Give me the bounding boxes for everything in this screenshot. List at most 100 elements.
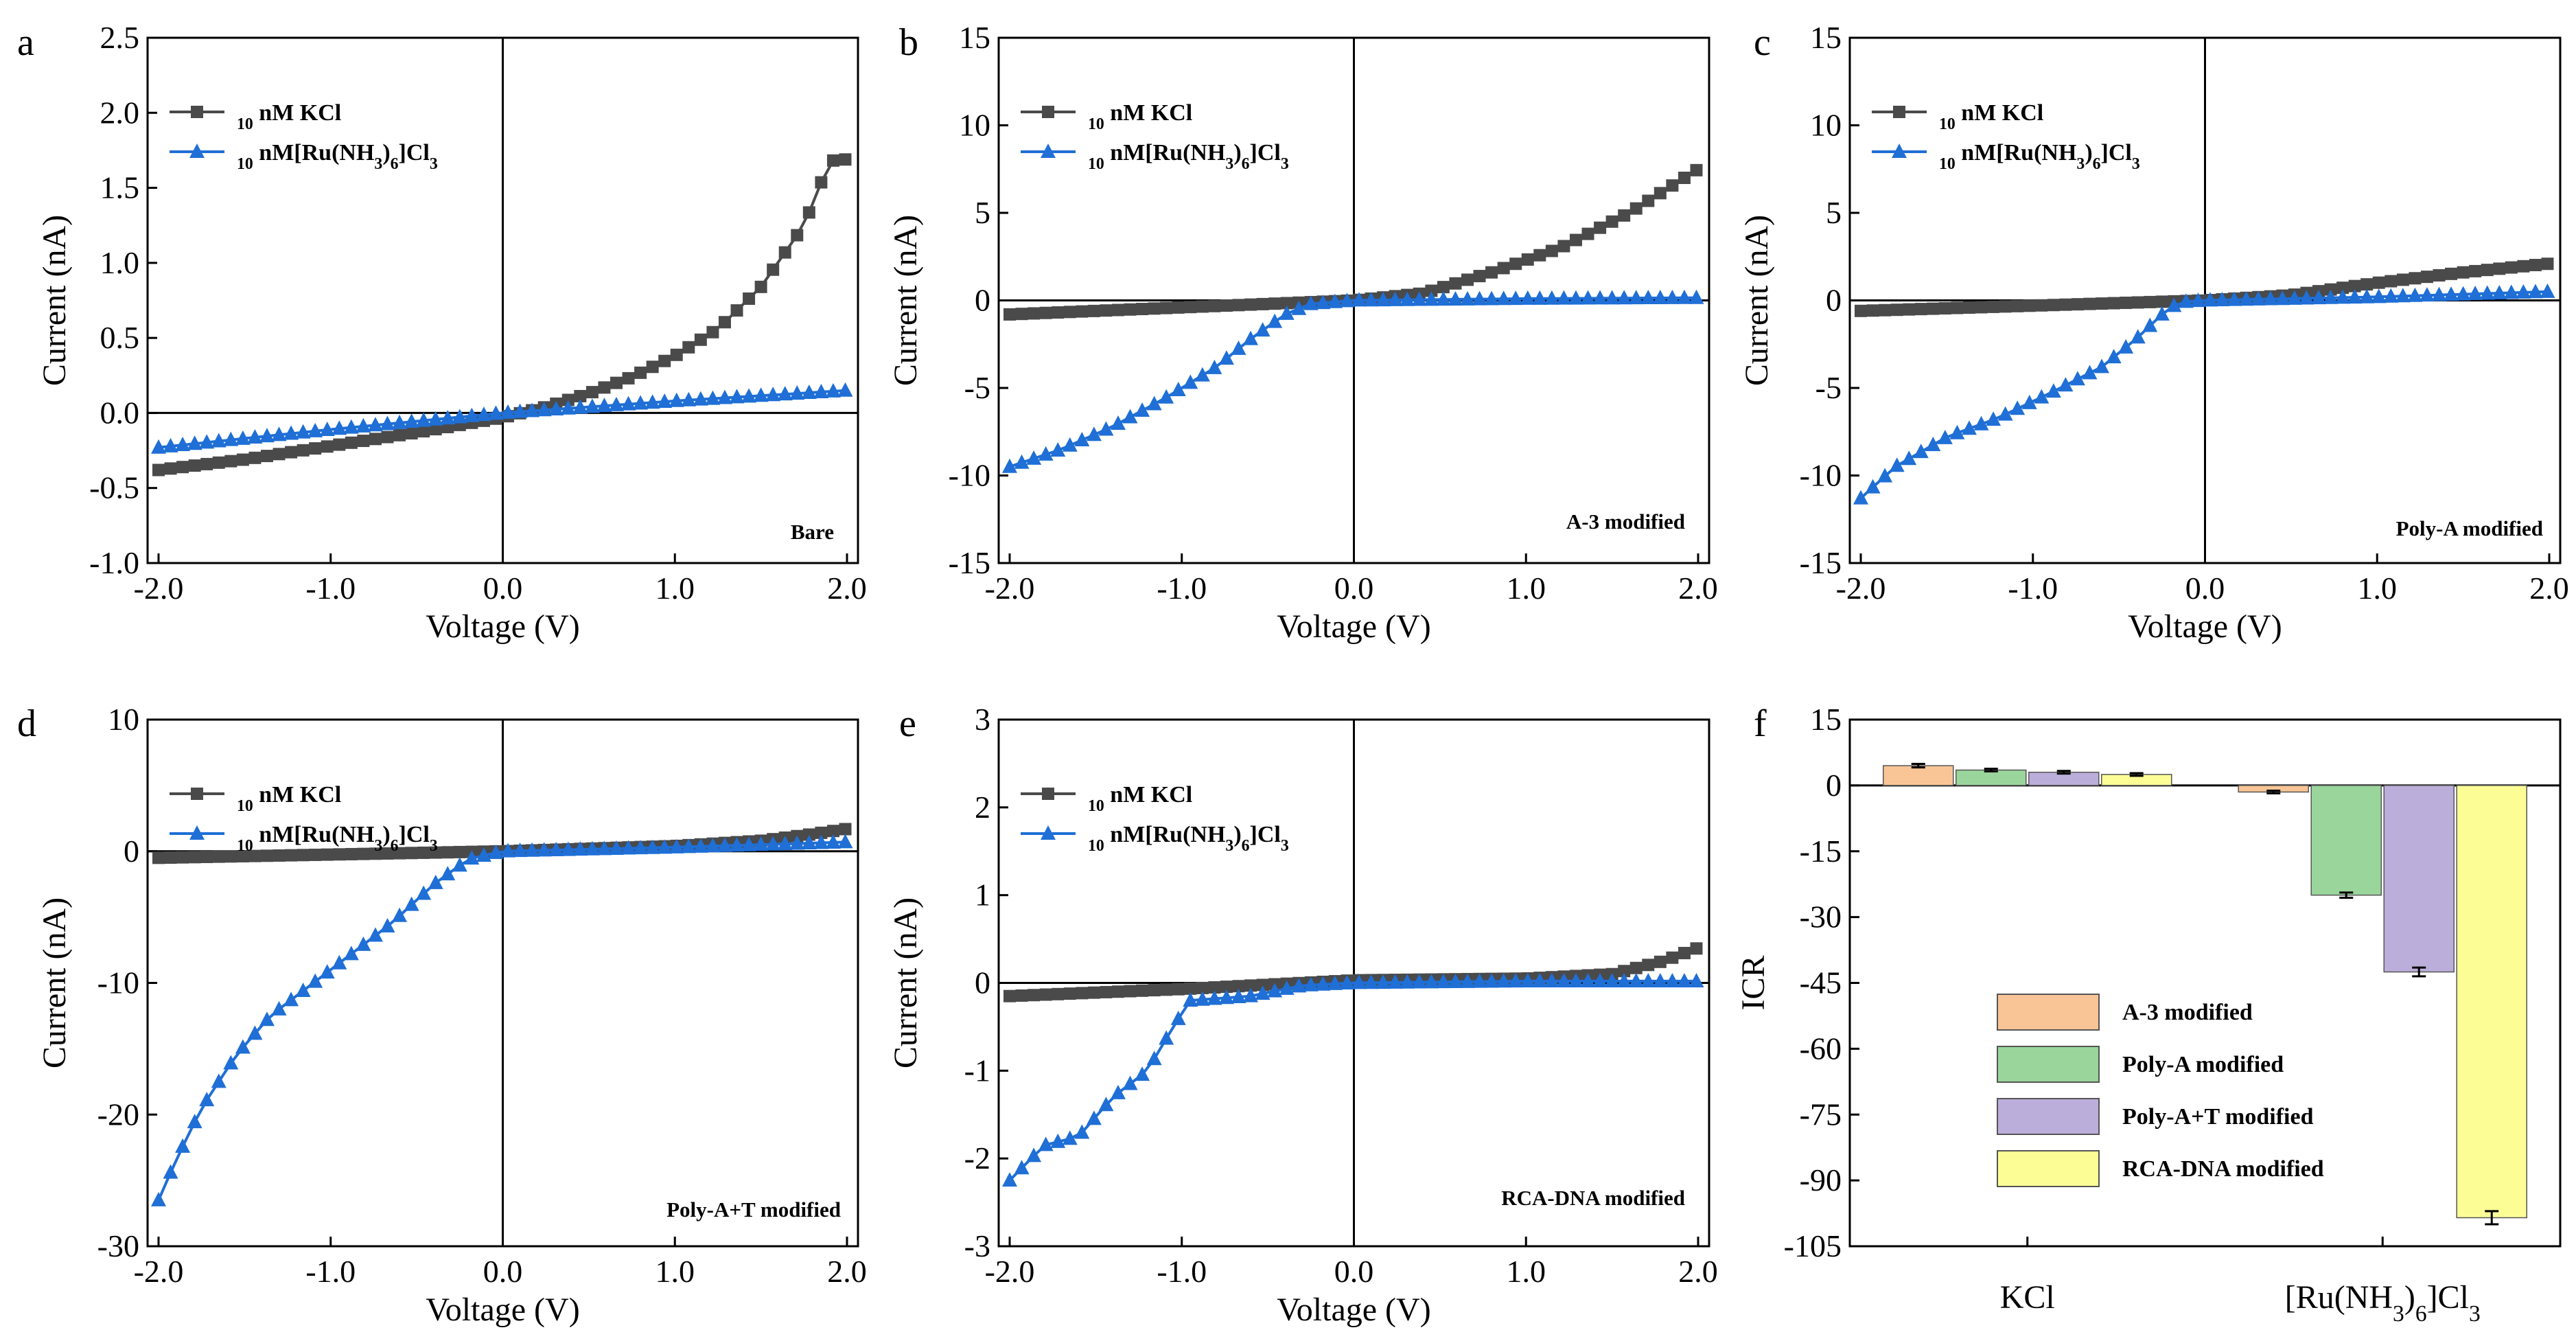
data-point [682,341,695,354]
data-point [536,402,552,417]
x-tick-label: -2.0 [985,571,1035,606]
data-point [730,304,743,317]
data-point [2505,261,2518,274]
data-point [741,388,757,403]
legend-swatch [1997,1150,2100,1187]
data-point [1604,290,1620,305]
data-point [1485,266,1498,279]
data-point [1975,301,1988,314]
data-point [1110,1084,1126,1099]
data-point [2203,292,2218,307]
data-point [1376,292,1391,307]
data-point [247,1025,263,1040]
data-point [1533,249,1546,262]
legend-swatch [1997,1046,2100,1083]
data-point [260,450,273,463]
series-ru [1002,972,1704,1187]
data-point [1411,974,1427,989]
data-point [1339,975,1355,990]
data-point [2082,365,2098,380]
x-tick-label: -1.0 [2008,571,2058,606]
panel-f: f -105 -90 -75 -60 -45 -30 -15 0 15 ICR KCl [Ru(NH3)… [1735,702,2562,1327]
data-point [1689,289,1704,304]
data-point [1026,1147,1042,1162]
data-point [308,973,323,988]
data-point [1640,290,1656,305]
data-point [1890,303,1903,317]
legend-label: 10 nM KCl [1939,100,2043,133]
panel-letter: a [17,21,34,64]
data-point [2166,297,2182,312]
data-point [548,401,564,416]
data-point [1678,172,1691,184]
legend-label: Poly-A+T modified [2122,1104,2314,1130]
data-point [1063,987,1076,1000]
y-tick-label: 15 [1810,20,1842,55]
data-point [2034,389,2050,404]
data-point [319,421,335,436]
data-point [163,1164,178,1179]
data-point [223,1055,239,1070]
data-point [2347,289,2363,304]
data-point [1496,973,1511,988]
data-point [1256,297,1269,310]
data-point [1136,303,1149,316]
y-tick-label: 2 [975,790,990,825]
data-point [608,396,624,411]
x-tick-label: -2.0 [134,1254,184,1289]
data-point [224,455,237,468]
data-point [1629,961,1643,974]
bar [2310,785,2382,896]
data-point [1172,301,1185,314]
data-point [416,885,432,900]
y-axis-label: Current (nA) [887,897,924,1068]
y-tick-label: -30 [97,1228,139,1263]
data-point [428,874,443,889]
data-point [1327,975,1343,990]
data-point [2529,258,2542,271]
data-point [476,847,491,862]
y-axis-label: Current (nA) [36,215,73,386]
data-point [2444,286,2459,301]
data-point [620,396,636,411]
data-point [319,964,335,979]
category-label: [Ru(NH3)6]Cl3 [2285,1279,2481,1327]
data-point [2407,287,2423,302]
data-point [1124,303,1137,316]
data-point [729,389,745,404]
y-axis-label: Current (nA) [1739,215,1775,386]
data-point [440,410,456,425]
data-point [1879,303,1892,317]
data-point [2286,290,2302,305]
data-point [826,154,839,167]
data-point [743,292,756,305]
data-point [1986,411,2001,426]
data-point [1038,446,1054,461]
y-tick-label: 1 [975,878,990,913]
data-point [1580,290,1596,305]
data-point [789,835,805,850]
data-point [1052,987,1065,1000]
data-point [645,839,660,854]
legend-label: Poly-A modified [2122,1052,2284,1077]
data-point [1208,299,1221,312]
data-point [2010,400,2026,415]
data-point [1074,431,1090,446]
data-point [1689,972,1704,987]
data-point [1961,420,1977,435]
data-point [1592,290,1608,305]
data-point [718,316,731,329]
data-point [1255,322,1270,337]
data-point [1146,396,1162,411]
data-point [1039,988,1052,1001]
data-point [2323,289,2339,304]
data-point [1076,305,1089,318]
data-point [622,371,635,385]
data-point [2384,275,2398,288]
data-point [1652,972,1668,987]
legend-marker [191,106,203,118]
data-point [1196,981,1209,994]
x-tick-label: 1.0 [655,571,695,606]
data-point [212,850,225,863]
data-point [1642,959,1655,972]
